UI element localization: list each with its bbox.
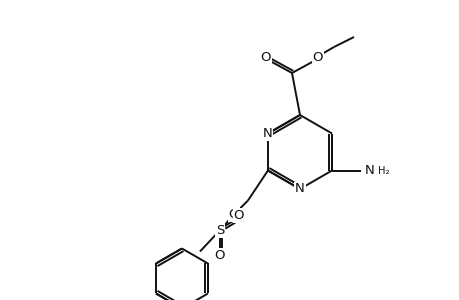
Text: O: O [260,50,271,64]
Text: N: N [364,164,374,177]
Text: H₂: H₂ [377,166,389,176]
Text: O: O [214,249,225,262]
Text: N: N [263,127,272,140]
Text: O: O [233,209,244,222]
Text: O: O [228,208,239,221]
Text: N: N [295,182,304,196]
Text: O: O [312,50,323,64]
Text: S: S [215,224,224,237]
